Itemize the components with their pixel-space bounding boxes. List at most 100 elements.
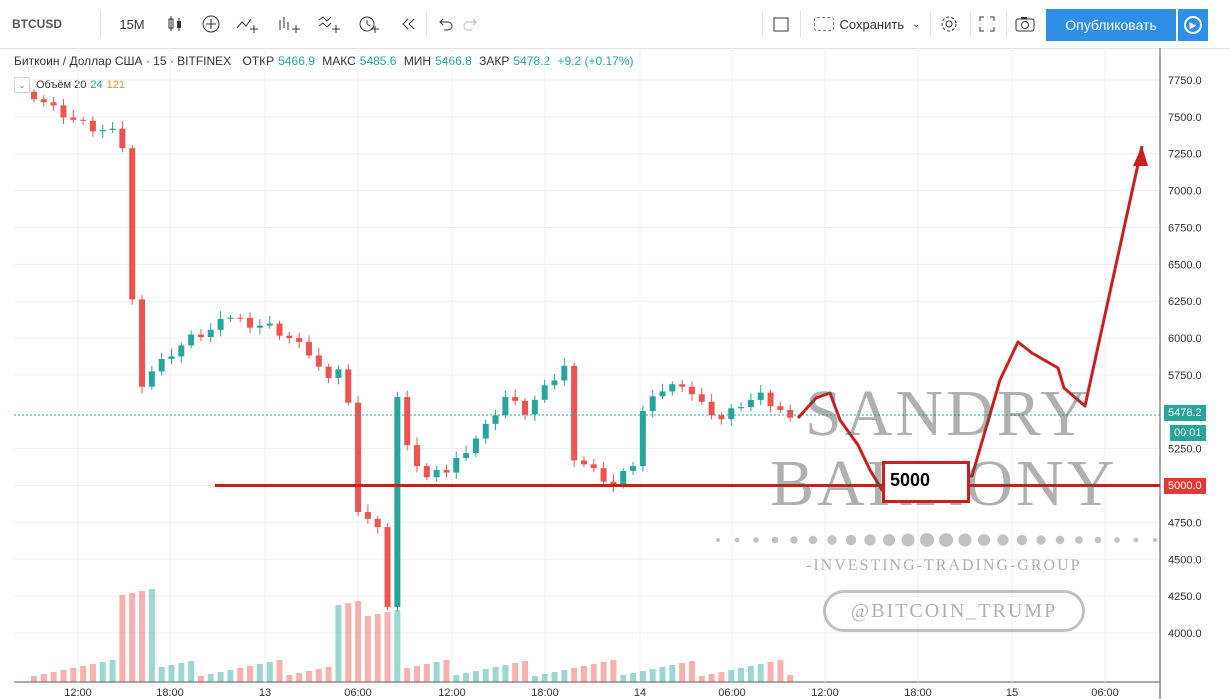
volume-bar xyxy=(266,662,273,682)
volume-bar xyxy=(168,665,175,682)
volume-value-1: 24 xyxy=(90,79,103,91)
legend-low-label: МИН xyxy=(403,54,432,68)
publish-dropdown-button[interactable]: ▶ xyxy=(1178,9,1208,41)
candle-body xyxy=(355,402,362,513)
volume-bar xyxy=(551,672,558,682)
templates-icon[interactable] xyxy=(314,8,344,40)
volume-bar xyxy=(630,673,637,682)
compare-icon[interactable] xyxy=(232,8,262,40)
candle-body xyxy=(168,356,175,360)
volume-bar xyxy=(394,610,401,682)
save-button[interactable]: Сохранить ⌄ xyxy=(806,8,928,40)
candle-body xyxy=(453,457,460,473)
watermark-dot xyxy=(1094,536,1102,544)
candles-icon[interactable] xyxy=(160,8,190,40)
watermark-dot xyxy=(734,537,740,543)
x-tick-label: 13 xyxy=(259,687,271,699)
watermark-dot xyxy=(939,533,953,547)
volume-bar xyxy=(129,593,136,682)
legend-high-label: МАКС xyxy=(322,54,356,68)
separator xyxy=(426,10,427,38)
watermark-dot xyxy=(882,533,896,547)
redo-icon[interactable] xyxy=(456,8,486,40)
candle-body xyxy=(600,468,607,482)
interval-button[interactable]: 15M xyxy=(119,16,145,32)
replay-icon[interactable] xyxy=(394,8,424,40)
projection-arrow-head xyxy=(1133,146,1148,166)
volume-bar xyxy=(620,675,627,682)
snapshot-icon[interactable] xyxy=(1010,8,1040,40)
volume-bar xyxy=(89,664,96,682)
volume-bar xyxy=(590,664,597,682)
volume-bar xyxy=(315,669,322,682)
x-tick-label: 14 xyxy=(634,687,646,699)
volume-bar xyxy=(70,668,77,682)
chevron-down-icon: ⌄ xyxy=(912,18,921,30)
separator xyxy=(800,10,801,38)
layout-icon[interactable] xyxy=(766,8,796,40)
candle-body xyxy=(276,323,283,336)
candle-body xyxy=(178,345,185,357)
watermark-dot xyxy=(845,534,857,546)
volume-bar xyxy=(443,660,450,682)
watermark-dot xyxy=(901,533,915,547)
candle-body xyxy=(394,397,401,608)
volume-bar xyxy=(237,668,244,682)
alert-icon[interactable] xyxy=(354,8,384,40)
volume-bar xyxy=(40,674,47,682)
watermark-dot xyxy=(790,536,798,544)
volume-bar xyxy=(364,616,371,682)
watermark-dot xyxy=(827,535,837,545)
legend-title: Биткоин / Доллар США · 15 · BITFINEX xyxy=(14,54,232,68)
volume-bar xyxy=(502,665,509,682)
volume-bar xyxy=(345,603,352,682)
level-price-badge: 5000.0 xyxy=(1164,478,1206,494)
candle-body xyxy=(590,464,597,469)
volume-bar xyxy=(561,670,568,682)
volume-bar xyxy=(571,668,578,682)
y-tick-label: 7750.0 xyxy=(1168,75,1202,87)
candle-body xyxy=(512,397,519,401)
legend-open: 5466.9 xyxy=(278,54,315,68)
settings-icon[interactable] xyxy=(934,8,964,40)
separator xyxy=(100,10,101,38)
y-tick-label: 4500.0 xyxy=(1168,554,1202,566)
collapse-legend-button[interactable]: ⌄ xyxy=(14,77,30,93)
x-tick-label: 12:00 xyxy=(811,687,839,699)
watermark-dot xyxy=(1075,536,1083,544)
volume-bar xyxy=(738,668,745,682)
symbol-search-button[interactable]: BTCUSD xyxy=(12,17,62,31)
watermark-dot xyxy=(997,534,1009,546)
play-icon: ▶ xyxy=(1184,16,1202,34)
candle-body xyxy=(738,407,745,409)
candle-body xyxy=(404,397,411,446)
volume-bar xyxy=(31,676,37,682)
candle-body xyxy=(463,453,470,458)
candle-body xyxy=(659,391,666,397)
volume-bar xyxy=(669,665,676,682)
cloud-icon xyxy=(813,17,834,31)
separator xyxy=(970,10,971,38)
candle-body xyxy=(620,470,627,486)
watermark-dot xyxy=(753,537,759,543)
candle-body xyxy=(718,415,725,420)
x-tick-label: 06:00 xyxy=(344,687,372,699)
indicators-icon[interactable] xyxy=(274,8,304,40)
candle-body xyxy=(728,408,735,420)
candle-body xyxy=(688,386,695,395)
undo-icon[interactable] xyxy=(430,8,460,40)
fullscreen-icon[interactable] xyxy=(972,8,1002,40)
legend-low: 5466.8 xyxy=(435,54,472,68)
publish-button[interactable]: Опубликовать xyxy=(1046,9,1176,41)
candle-body xyxy=(531,399,538,415)
add-indicator-icon[interactable] xyxy=(196,8,226,40)
watermark-handle: @BITCOIN_TRUMP xyxy=(823,590,1085,632)
volume-bar xyxy=(158,667,165,682)
watermark-dot xyxy=(1055,535,1065,545)
candle-body xyxy=(649,396,656,411)
volume-bar xyxy=(698,676,705,682)
volume-bar xyxy=(512,663,519,682)
price-chart[interactable]: 7750.0 7500.0 7250.0 7000.0 6750.0 6500.0 6250… xyxy=(0,48,1230,699)
watermark-dot xyxy=(864,534,876,546)
